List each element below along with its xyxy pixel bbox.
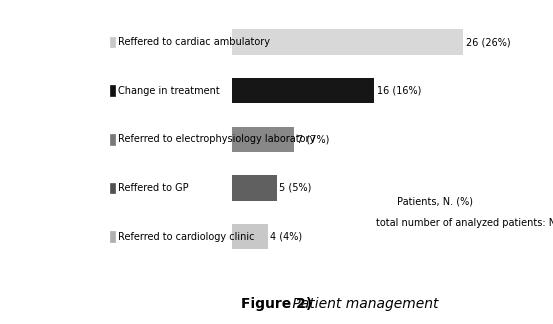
Text: Change in treatment: Change in treatment bbox=[118, 86, 220, 96]
Text: Patient management: Patient management bbox=[288, 297, 438, 311]
Text: Referred to electrophysiology laboratory: Referred to electrophysiology laboratory bbox=[118, 134, 315, 144]
Text: 16 (16%): 16 (16%) bbox=[377, 86, 421, 96]
Bar bbox=[109, 134, 114, 145]
Text: Reffered to cardiac ambulatory: Reffered to cardiac ambulatory bbox=[118, 37, 270, 47]
Text: Referred to cardiology clinic: Referred to cardiology clinic bbox=[118, 232, 254, 241]
Bar bbox=[232, 175, 276, 201]
Bar bbox=[109, 231, 114, 242]
Text: Figure 2): Figure 2) bbox=[241, 297, 312, 311]
Text: 5 (5%): 5 (5%) bbox=[279, 183, 312, 193]
Text: total number of analyzed patients: N = 98: total number of analyzed patients: N = 9… bbox=[376, 218, 553, 228]
Text: Patients, N. (%): Patients, N. (%) bbox=[397, 197, 473, 206]
Text: 26 (26%): 26 (26%) bbox=[466, 37, 510, 47]
Bar bbox=[232, 78, 374, 103]
Text: 7 (7%): 7 (7%) bbox=[297, 134, 330, 144]
Text: Reffered to GP: Reffered to GP bbox=[118, 183, 188, 193]
Bar bbox=[109, 86, 114, 96]
Bar bbox=[232, 224, 268, 249]
Bar bbox=[109, 183, 114, 193]
Bar bbox=[109, 37, 114, 48]
Bar bbox=[232, 127, 294, 152]
Text: 4 (4%): 4 (4%) bbox=[270, 232, 302, 241]
Bar bbox=[232, 29, 463, 55]
